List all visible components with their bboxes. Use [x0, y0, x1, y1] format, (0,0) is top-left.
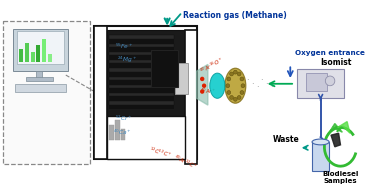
Circle shape [227, 91, 231, 94]
Text: $^{40}$Ar$^+$: $^{40}$Ar$^+$ [200, 87, 217, 96]
Text: Isomist: Isomist [321, 58, 352, 67]
Circle shape [200, 77, 204, 81]
Circle shape [226, 84, 230, 88]
Circle shape [237, 72, 241, 76]
Polygon shape [197, 64, 208, 105]
Text: ·: · [270, 84, 273, 92]
Ellipse shape [225, 68, 246, 103]
Text: $^{52}$Cr$^+$: $^{52}$Cr$^+$ [115, 114, 133, 123]
Bar [107, 116, 185, 159]
Bar [109, 39, 174, 44]
Bar [17, 31, 64, 64]
Text: ·: · [246, 76, 249, 85]
Circle shape [237, 96, 241, 99]
Ellipse shape [312, 139, 329, 145]
Bar [109, 125, 114, 140]
Text: ·: · [265, 80, 268, 89]
Bar [175, 63, 188, 94]
Bar [109, 44, 174, 47]
Bar [109, 68, 174, 72]
Bar [297, 69, 344, 98]
Bar [109, 101, 174, 105]
Polygon shape [326, 124, 342, 137]
Bar [312, 142, 329, 171]
Circle shape [200, 89, 204, 94]
Text: $^{12}$C$^{12}$C$^+$: $^{12}$C$^{12}$C$^+$ [148, 145, 174, 160]
Bar [109, 88, 174, 93]
Circle shape [234, 97, 237, 101]
Polygon shape [338, 122, 350, 133]
Text: $^{24}$Mg$^+$: $^{24}$Mg$^+$ [117, 55, 137, 65]
Text: ·: · [260, 76, 263, 85]
Bar [26, 77, 53, 81]
Bar [109, 47, 174, 52]
Text: ·: · [251, 80, 254, 89]
Bar [109, 105, 174, 109]
Circle shape [234, 70, 237, 74]
Bar [109, 80, 174, 85]
Bar [115, 120, 120, 140]
Circle shape [230, 72, 234, 76]
Circle shape [227, 77, 231, 81]
Bar [42, 39, 46, 62]
Bar [151, 50, 178, 87]
Circle shape [325, 76, 335, 86]
Circle shape [230, 96, 234, 99]
Bar [109, 63, 174, 68]
Bar [185, 30, 197, 164]
Text: $^{40}$Ar$^{12}$C$^+$: $^{40}$Ar$^{12}$C$^+$ [172, 153, 199, 172]
Bar [15, 84, 66, 92]
Bar [109, 77, 174, 80]
Bar [94, 26, 107, 159]
Text: Waste: Waste [273, 135, 300, 144]
Bar [109, 93, 174, 96]
Polygon shape [331, 133, 341, 147]
Ellipse shape [210, 73, 225, 98]
Bar [109, 35, 174, 39]
Bar [94, 26, 197, 159]
Text: Reaction gas (Methane): Reaction gas (Methane) [183, 11, 287, 20]
Circle shape [241, 84, 245, 88]
Bar [107, 30, 185, 116]
Bar [36, 71, 42, 78]
Text: Oxygen entrance: Oxygen entrance [295, 50, 365, 56]
Bar [25, 43, 29, 62]
Bar [19, 49, 23, 62]
Bar [3, 21, 90, 164]
Bar [36, 45, 40, 62]
Bar [109, 60, 174, 63]
Bar [13, 29, 68, 71]
Bar [109, 72, 174, 77]
Text: ·: · [256, 84, 259, 92]
Text: $^{55}$Fe$^+$: $^{55}$Fe$^+$ [115, 42, 133, 51]
Bar [109, 52, 174, 55]
Text: $^{40}$Ar$^{16}$O$^+$: $^{40}$Ar$^{16}$O$^+$ [198, 55, 226, 76]
Text: Biodiesel
Samples: Biodiesel Samples [322, 171, 359, 184]
Text: $^{40}$Ca$^+$: $^{40}$Ca$^+$ [113, 127, 132, 137]
Circle shape [202, 83, 206, 88]
Bar [109, 55, 174, 60]
Bar [121, 129, 125, 140]
Bar [307, 73, 327, 91]
Bar [109, 85, 174, 88]
Bar [48, 54, 51, 62]
Circle shape [240, 77, 244, 81]
Bar [31, 52, 34, 62]
Bar [109, 96, 174, 101]
Circle shape [240, 91, 244, 94]
